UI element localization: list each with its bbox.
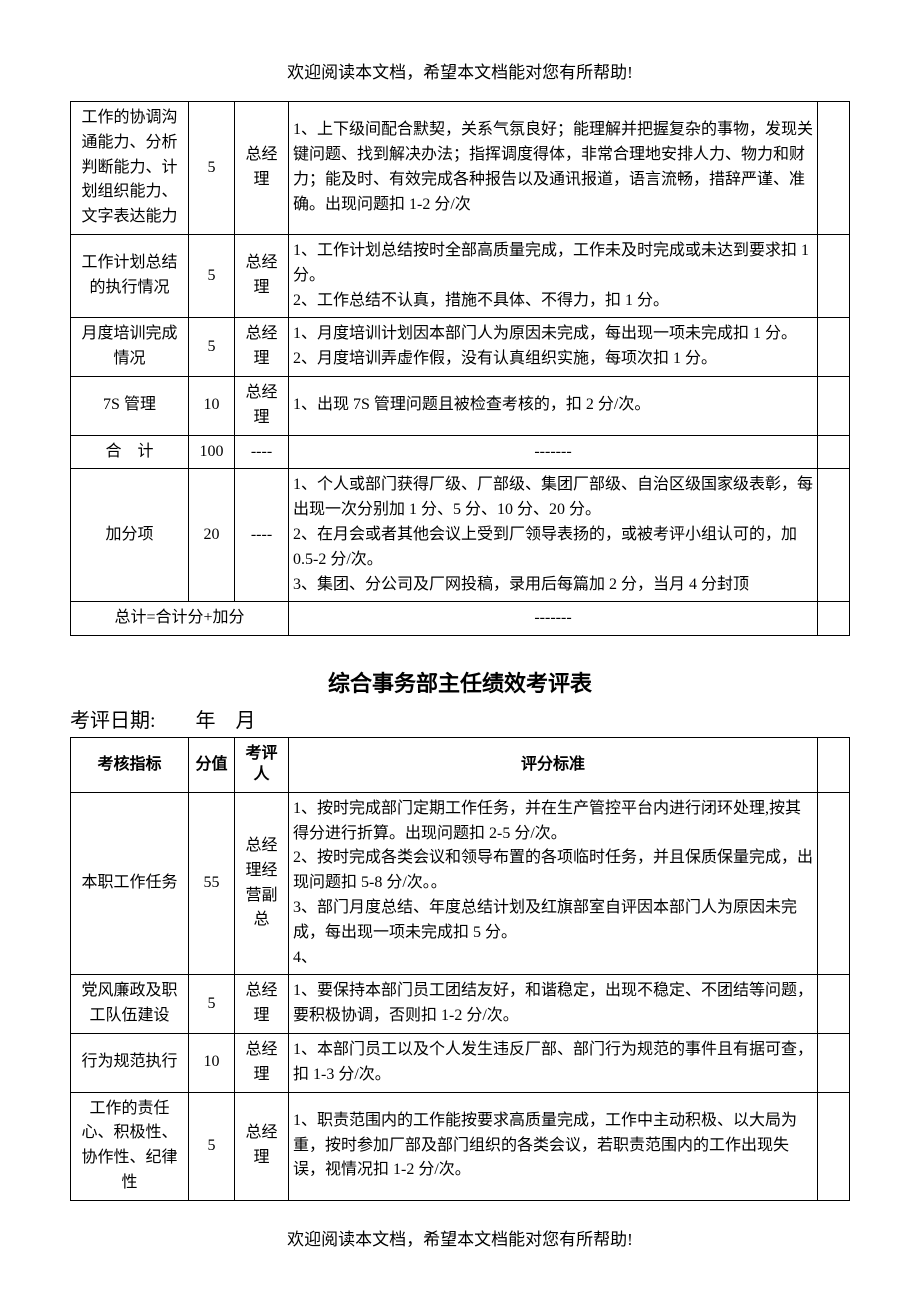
table-row: 党风廉政及职工队伍建设5总经理1、要保持本部门员工团结友好，和谐稳定，出现不稳定… xyxy=(71,975,850,1034)
table-row: 合 计100----------- xyxy=(71,435,850,469)
cell-criteria: 1、按时完成部门定期工作任务，并在生产管控平台内进行闭环处理,按其得分进行折算。… xyxy=(289,792,818,975)
footer-note: 欢迎阅读本文档，希望本文档能对您有所帮助! xyxy=(70,1225,850,1250)
cell-indicator: 行为规范执行 xyxy=(71,1033,189,1092)
cell-score: 10 xyxy=(189,1033,235,1092)
cell-score: 5 xyxy=(189,234,235,317)
cell-criteria: 1、本部门员工以及个人发生违反厂部、部门行为规范的事件且有据可查，扣 1-3 分… xyxy=(289,1033,818,1092)
evaluation-date-label: 考评日期: 年 月 xyxy=(70,704,850,733)
cell-reviewer: 总经理 xyxy=(235,1092,289,1200)
table-row: 本职工作任务55总经理经营副总1、按时完成部门定期工作任务，并在生产管控平台内进… xyxy=(71,792,850,975)
cell-reviewer: 总经理经营副总 xyxy=(235,792,289,975)
cell-empty xyxy=(818,1092,850,1200)
cell-score: 10 xyxy=(189,376,235,435)
table-row: 工作的责任心、积极性、协作性、纪律性5总经理1、职责范围内的工作能按要求高质量完… xyxy=(71,1092,850,1200)
section-title: 综合事务部主任绩效考评表 xyxy=(70,666,850,698)
cell-indicator: 7S 管理 xyxy=(71,376,189,435)
table-header-row: 考核指标 分值 考评人 评分标准 xyxy=(71,738,850,793)
cell-reviewer: 总经理 xyxy=(235,234,289,317)
cell-reviewer: 总经理 xyxy=(235,376,289,435)
cell-empty xyxy=(818,102,850,235)
cell-indicator: 加分项 xyxy=(71,469,189,602)
table-row: 加分项20----1、个人或部门获得厂级、厂部级、集团厂部级、自治区级国家级表彰… xyxy=(71,469,850,602)
cell-score: 5 xyxy=(189,102,235,235)
cell-indicator: 合 计 xyxy=(71,435,189,469)
table-row: 月度培训完成情况5总经理1、月度培训计划因本部门人为原因未完成，每出现一项未完成… xyxy=(71,318,850,377)
cell-criteria: 1、职责范围内的工作能按要求高质量完成，工作中主动积极、以大局为重，按时参加厂部… xyxy=(289,1092,818,1200)
cell-criteria: 1、出现 7S 管理问题且被检查考核的，扣 2 分/次。 xyxy=(289,376,818,435)
cell-criteria: 1、月度培训计划因本部门人为原因未完成，每出现一项未完成扣 1 分。 2、月度培… xyxy=(289,318,818,377)
cell-score: 5 xyxy=(189,1092,235,1200)
cell-empty xyxy=(818,602,850,636)
cell-empty xyxy=(818,376,850,435)
col-reviewer: 考评人 xyxy=(235,738,289,793)
evaluation-table-1: 工作的协调沟通能力、分析判断能力、计划组织能力、文字表达能力5总经理1、上下级间… xyxy=(70,101,850,636)
col-criteria: 评分标准 xyxy=(289,738,818,793)
cell-empty xyxy=(818,234,850,317)
cell-reviewer: 总经理 xyxy=(235,975,289,1034)
cell-empty xyxy=(818,469,850,602)
cell-empty xyxy=(818,435,850,469)
cell-total-dash: ------- xyxy=(289,602,818,636)
table-total-row: 总计=合计分+加分------- xyxy=(71,602,850,636)
cell-score: 55 xyxy=(189,792,235,975)
header-note: 欢迎阅读本文档，希望本文档能对您有所帮助! xyxy=(70,58,850,83)
cell-criteria: 1、工作计划总结按时全部高质量完成，工作未及时完成或未达到要求扣 1 分。 2、… xyxy=(289,234,818,317)
cell-indicator: 党风廉政及职工队伍建设 xyxy=(71,975,189,1034)
col-empty xyxy=(818,738,850,793)
cell-indicator: 月度培训完成情况 xyxy=(71,318,189,377)
table-row: 行为规范执行10总经理1、本部门员工以及个人发生违反厂部、部门行为规范的事件且有… xyxy=(71,1033,850,1092)
cell-reviewer: ---- xyxy=(235,469,289,602)
cell-reviewer: ---- xyxy=(235,435,289,469)
cell-score: 5 xyxy=(189,318,235,377)
cell-reviewer: 总经理 xyxy=(235,102,289,235)
col-indicator: 考核指标 xyxy=(71,738,189,793)
cell-reviewer: 总经理 xyxy=(235,1033,289,1092)
cell-score: 5 xyxy=(189,975,235,1034)
cell-empty xyxy=(818,975,850,1034)
cell-criteria: 1、要保持本部门员工团结友好，和谐稳定，出现不稳定、不团结等问题，要积极协调，否… xyxy=(289,975,818,1034)
cell-indicator: 工作计划总结的执行情况 xyxy=(71,234,189,317)
evaluation-table-2: 考核指标 分值 考评人 评分标准 本职工作任务55总经理经营副总1、按时完成部门… xyxy=(70,737,850,1201)
table-row: 工作的协调沟通能力、分析判断能力、计划组织能力、文字表达能力5总经理1、上下级间… xyxy=(71,102,850,235)
cell-indicator: 工作的协调沟通能力、分析判断能力、计划组织能力、文字表达能力 xyxy=(71,102,189,235)
cell-total-label: 总计=合计分+加分 xyxy=(71,602,289,636)
col-score: 分值 xyxy=(189,738,235,793)
table-row: 工作计划总结的执行情况5总经理1、工作计划总结按时全部高质量完成，工作未及时完成… xyxy=(71,234,850,317)
cell-empty xyxy=(818,792,850,975)
table-row: 7S 管理10总经理1、出现 7S 管理问题且被检查考核的，扣 2 分/次。 xyxy=(71,376,850,435)
cell-criteria: 1、上下级间配合默契，关系气氛良好；能理解并把握复杂的事物，发现关键问题、找到解… xyxy=(289,102,818,235)
cell-criteria: 1、个人或部门获得厂级、厂部级、集团厂部级、自治区级国家级表彰，每出现一次分别加… xyxy=(289,469,818,602)
cell-indicator: 工作的责任心、积极性、协作性、纪律性 xyxy=(71,1092,189,1200)
cell-empty xyxy=(818,318,850,377)
cell-reviewer: 总经理 xyxy=(235,318,289,377)
cell-indicator: 本职工作任务 xyxy=(71,792,189,975)
cell-empty xyxy=(818,1033,850,1092)
cell-score: 20 xyxy=(189,469,235,602)
cell-criteria: ------- xyxy=(289,435,818,469)
cell-score: 100 xyxy=(189,435,235,469)
